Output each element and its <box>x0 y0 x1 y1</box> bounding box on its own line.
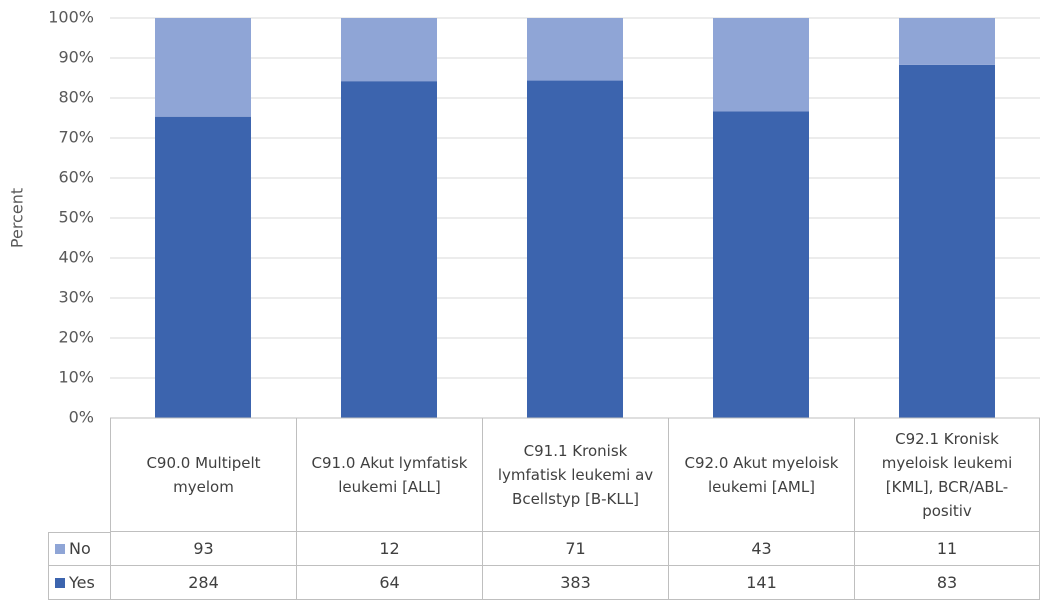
bar-segment <box>899 18 995 65</box>
y-tick-label: 100% <box>48 8 94 27</box>
table-value: 64 <box>296 566 482 600</box>
table-value: 93 <box>110 532 296 566</box>
legend-swatch <box>55 577 65 588</box>
bar-segment <box>341 81 437 418</box>
table-value: 284 <box>110 566 296 600</box>
table-value: 71 <box>482 532 668 566</box>
table-value: 43 <box>668 532 854 566</box>
y-axis-title: Percent <box>8 188 27 248</box>
legend-swatch <box>55 544 65 554</box>
y-tick-label: 90% <box>58 48 94 67</box>
legend-label: No <box>69 539 91 558</box>
category-label: C91.0 Akut lymfatisk leukemi [ALL] <box>296 418 482 532</box>
bar-segment <box>713 111 809 418</box>
y-tick-label: 50% <box>58 208 94 227</box>
y-tick-label: 20% <box>58 328 94 347</box>
bar-segment <box>341 18 437 82</box>
y-tick-label: 10% <box>58 368 94 387</box>
category-label: C90.0 Multipelt myelom <box>110 418 296 532</box>
bar-segment <box>527 18 623 81</box>
category-label: C92.1 Kronisk myeloisk leukemi [KML], BC… <box>854 418 1040 532</box>
y-tick-label: 60% <box>58 168 94 187</box>
table-value: 383 <box>482 566 668 600</box>
bar-segment <box>155 116 251 418</box>
table-value: 11 <box>854 532 1040 566</box>
y-tick-label: 40% <box>58 248 94 267</box>
legend-label: Yes <box>69 572 95 592</box>
y-tick-label: 0% <box>69 408 94 427</box>
y-tick-label: 80% <box>58 88 94 107</box>
table-value: 141 <box>668 566 854 600</box>
category-label: C91.1 Kronisk lymfatisk leukemi av Bcell… <box>482 418 668 532</box>
y-tick-label: 30% <box>58 288 94 307</box>
table-value: 12 <box>296 532 482 566</box>
legend-entry: Yes <box>48 566 110 600</box>
table-value: 83 <box>854 566 1040 600</box>
bar-segment <box>527 80 623 419</box>
category-label: C92.0 Akut myeloisk leukemi [AML] <box>668 418 854 532</box>
bar-segment <box>155 18 251 117</box>
bar-segment <box>713 18 809 112</box>
legend-entry: No <box>48 532 110 566</box>
bar-segment <box>899 64 995 419</box>
y-tick-label: 70% <box>58 128 94 147</box>
